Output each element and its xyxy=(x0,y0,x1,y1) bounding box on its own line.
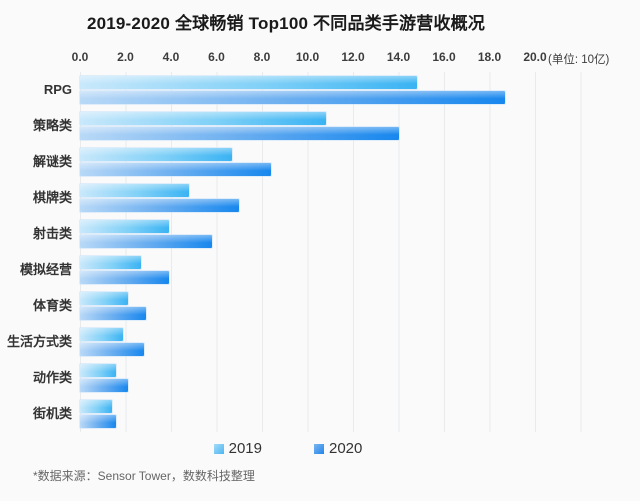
bar-2020-6 xyxy=(80,307,146,320)
bar-2019-4 xyxy=(80,220,169,233)
bar-2020-8 xyxy=(80,379,128,392)
x-tick-label: 2.0 xyxy=(117,50,134,64)
x-tick-label: 8.0 xyxy=(253,50,271,64)
legend-label: 2019 xyxy=(228,440,262,457)
bar-2019-6 xyxy=(80,292,128,305)
bar-2020-1 xyxy=(80,127,399,140)
bar-2020-2 xyxy=(80,163,272,176)
bar-2019-2 xyxy=(80,148,233,161)
category-label: 生活方式类 xyxy=(6,334,72,349)
legend-item-2019: 2019 xyxy=(213,440,262,457)
bar-2020-9 xyxy=(80,415,117,428)
source-note: *数据来源：Sensor Tower，数数科技整理 xyxy=(33,469,255,483)
category-label: 策略类 xyxy=(32,118,72,133)
x-axis: (单位: 10亿) 0.0 2.0 4.0 6.0 8.0 10.0 12.0 14.0 16.… xyxy=(72,50,640,66)
bar-2019-3 xyxy=(80,184,190,197)
bar-2019-7 xyxy=(80,328,124,341)
bar-row xyxy=(80,108,626,144)
category-label: RPG xyxy=(43,82,72,97)
x-tick-label: 20.0 xyxy=(523,50,547,64)
plot-area xyxy=(80,72,626,432)
x-tick-label: 4.0 xyxy=(162,50,180,64)
x-tick-label: 14.0 xyxy=(386,50,411,64)
bar-2020-7 xyxy=(80,343,144,356)
category-label: 体育类 xyxy=(32,298,72,313)
x-tick-label: 12.0 xyxy=(341,50,365,64)
legend-label: 2020 xyxy=(329,440,363,457)
axis-unit-label: (单位: 10亿) xyxy=(548,54,610,66)
bar-row xyxy=(80,180,626,216)
category-axis: RPG 策略类解谜类棋牌类射击类模拟经营体育类生活方式类动作类街机类 xyxy=(0,72,72,432)
legend-item-2020: 2020 xyxy=(314,440,362,457)
category-label: 解谜类 xyxy=(32,154,72,169)
bar-2019-1 xyxy=(80,112,326,125)
category-label: 模拟经营 xyxy=(19,262,72,277)
bar-row xyxy=(80,252,626,288)
bar-row xyxy=(80,324,626,360)
category-label: 街机类 xyxy=(32,406,72,421)
x-tick-label: 10.0 xyxy=(295,50,320,64)
x-tick-label: 18.0 xyxy=(477,50,502,64)
x-tick-label: 0.0 xyxy=(71,50,89,64)
bar-row xyxy=(80,396,626,432)
bar-2020-3 xyxy=(80,199,240,212)
legend: 2019 2020 xyxy=(0,440,576,457)
bar-row xyxy=(80,216,626,252)
bar-2019-9 xyxy=(80,400,112,413)
category-label: 射击类 xyxy=(32,226,72,241)
bar-row xyxy=(80,144,626,180)
bar-row xyxy=(80,360,626,396)
bar-row xyxy=(80,288,626,324)
bar-2019-5 xyxy=(80,256,142,269)
bar-2019-8 xyxy=(80,364,117,377)
bar-row xyxy=(80,72,626,108)
bar-2020-4 xyxy=(80,235,212,248)
x-tick-label: 6.0 xyxy=(208,50,225,64)
x-tick-label: 16.0 xyxy=(432,50,456,64)
chart-title: 2019-2020 全球畅销 Top100 不同品类手游营收概况 xyxy=(86,14,486,33)
category-label: 动作类 xyxy=(32,370,72,385)
legend-swatch-2019 xyxy=(213,443,224,454)
legend-swatch-2020 xyxy=(314,443,324,454)
bar-2020-0 xyxy=(80,91,506,104)
bar-2020-5 xyxy=(80,271,169,284)
category-label: 棋牌类 xyxy=(32,190,72,205)
bar-2019-0 xyxy=(80,76,417,89)
